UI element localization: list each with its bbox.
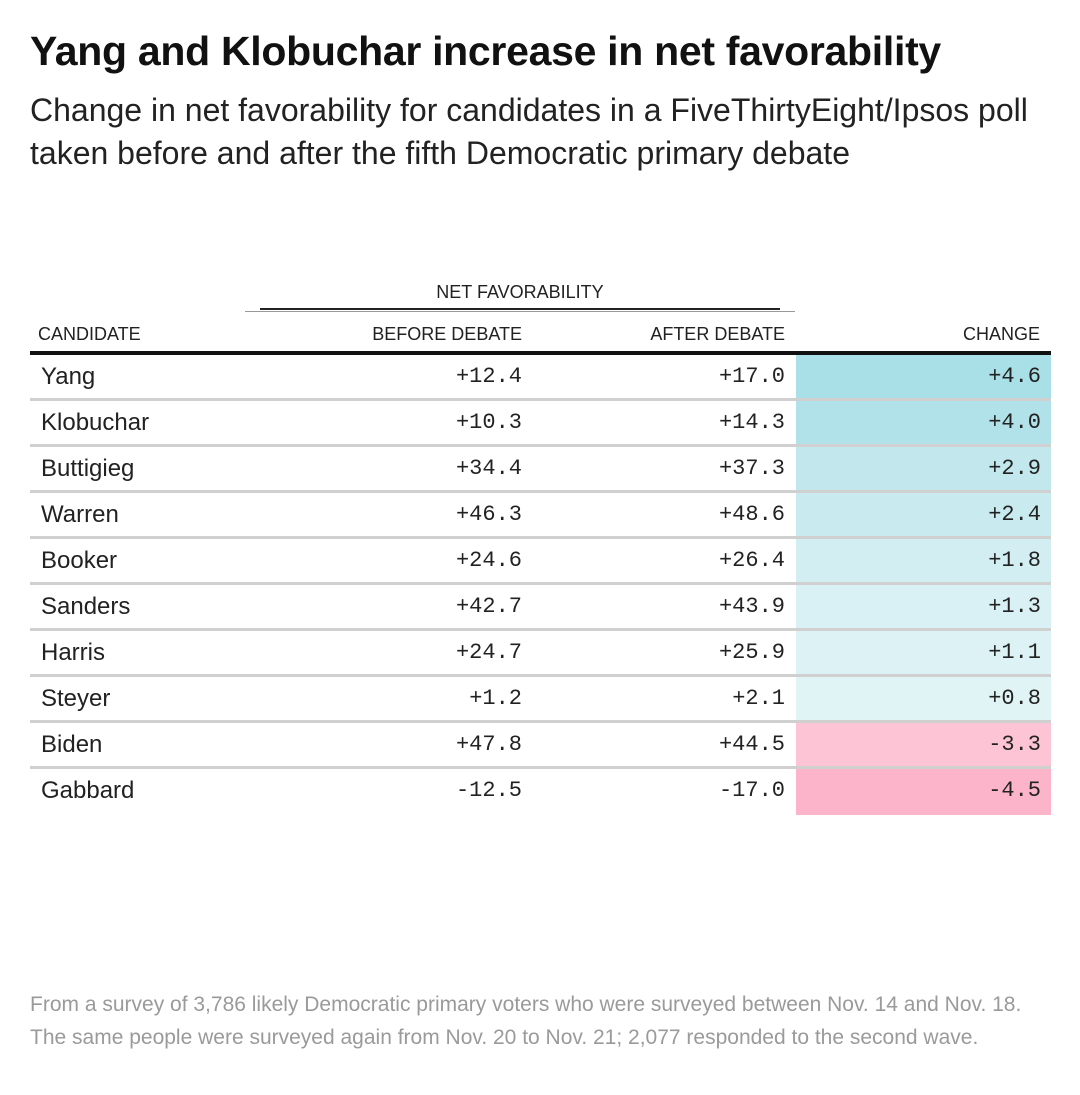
table-row: Klobuchar +10.3 +14.3 +4.0 [30, 401, 1051, 447]
before-debate-value: +47.8 [455, 732, 522, 757]
change-value: +2.9 [988, 456, 1041, 481]
change-value: +1.1 [988, 640, 1041, 665]
change-cell-shading [796, 355, 1051, 401]
column-header-change: CHANGE [962, 324, 1040, 344]
candidate-name: Buttigieg [41, 455, 135, 482]
favorability-table: Yang +12.4 +17.0 +4.6 Klobuchar +10.3 +14.3 +4.… [30, 355, 1051, 815]
chart-subtitle: Change in net favorability for candidate… [30, 92, 1028, 171]
before-debate-value: +34.4 [455, 456, 522, 481]
change-cell-shading [796, 493, 1051, 539]
change-cell-shading [796, 585, 1051, 631]
row-separator [30, 398, 1051, 401]
row-separator [30, 490, 1051, 493]
table-row: Sanders +42.7 +43.9 +1.3 [30, 585, 1051, 631]
candidate-name: Yang [41, 363, 96, 390]
table-row: Biden +47.8 +44.5 -3.3 [30, 723, 1051, 769]
change-value: +1.8 [988, 548, 1041, 573]
before-debate-value: +12.4 [455, 364, 522, 389]
table-row: Yang +12.4 +17.0 +4.6 [30, 355, 1051, 401]
change-cell-shading [796, 539, 1051, 585]
table-row: Booker +24.6 +26.4 +1.8 [30, 539, 1051, 585]
row-separator [30, 720, 1051, 723]
after-debate-value: +2.1 [732, 686, 785, 711]
candidate-name: Biden [41, 731, 103, 758]
candidate-name: Sanders [41, 593, 131, 620]
candidate-name: Warren [41, 501, 119, 528]
change-value: +0.8 [988, 686, 1041, 711]
after-debate-value: +14.3 [718, 410, 785, 435]
net-favorability-group-label: NET FAVORABILITY [436, 282, 604, 302]
row-separator [30, 628, 1051, 631]
column-header-after-debate: AFTER DEBATE [650, 324, 785, 344]
row-separator [30, 766, 1051, 769]
before-debate-value: +46.3 [455, 502, 522, 527]
before-debate-value: +42.7 [455, 594, 522, 619]
before-debate-value: +24.6 [455, 548, 522, 573]
before-debate-value: +24.7 [455, 640, 522, 665]
after-debate-value: +25.9 [718, 640, 785, 665]
candidate-name: Steyer [41, 685, 111, 712]
after-debate-value: +44.5 [718, 732, 785, 757]
after-debate-value: +43.9 [718, 594, 785, 619]
column-header-candidate: CANDIDATE [38, 324, 141, 344]
after-debate-value: +37.3 [718, 456, 785, 481]
header-rule [30, 351, 1051, 355]
table-row: Gabbard -12.5 -17.0 -4.5 [30, 769, 1051, 815]
footnote: From a survey of 3,786 likely Democratic… [30, 993, 1022, 1049]
change-value: +4.0 [988, 410, 1041, 435]
change-value: -4.5 [988, 778, 1041, 803]
change-value: -3.3 [988, 732, 1041, 757]
table-row: Steyer +1.2 +2.1 +0.8 [30, 677, 1051, 723]
column-header-before-debate: BEFORE DEBATE [372, 324, 522, 344]
change-cell-shading [796, 677, 1051, 723]
row-separator [30, 444, 1051, 447]
change-cell-shading [796, 769, 1051, 815]
candidate-name: Harris [41, 639, 105, 666]
change-cell-shading [796, 401, 1051, 447]
change-value: +4.6 [988, 364, 1041, 389]
change-value: +1.3 [988, 594, 1041, 619]
table-row: Harris +24.7 +25.9 +1.1 [30, 631, 1051, 677]
candidate-name: Gabbard [41, 777, 135, 804]
candidate-name: Booker [41, 547, 118, 574]
row-separator [30, 674, 1051, 677]
after-debate-value: +48.6 [718, 502, 785, 527]
table-row: Buttigieg +34.4 +37.3 +2.9 [30, 447, 1051, 493]
change-value: +2.4 [988, 502, 1041, 527]
row-separator [30, 582, 1051, 585]
before-debate-value: +1.2 [469, 686, 522, 711]
group-rule [260, 308, 780, 310]
before-debate-value: +10.3 [455, 410, 522, 435]
after-debate-value: -17.0 [718, 778, 785, 803]
chart-title: Yang and Klobuchar increase in net favor… [30, 28, 941, 74]
change-cell-shading [796, 447, 1051, 493]
group-rule-shadow [245, 311, 795, 312]
after-debate-value: +26.4 [718, 548, 785, 573]
candidate-name: Klobuchar [41, 409, 150, 436]
change-cell-shading [796, 723, 1051, 769]
table-row: Warren +46.3 +48.6 +2.4 [30, 493, 1051, 539]
after-debate-value: +17.0 [718, 364, 785, 389]
row-separator [30, 536, 1051, 539]
before-debate-value: -12.5 [455, 778, 522, 803]
change-cell-shading [796, 631, 1051, 677]
